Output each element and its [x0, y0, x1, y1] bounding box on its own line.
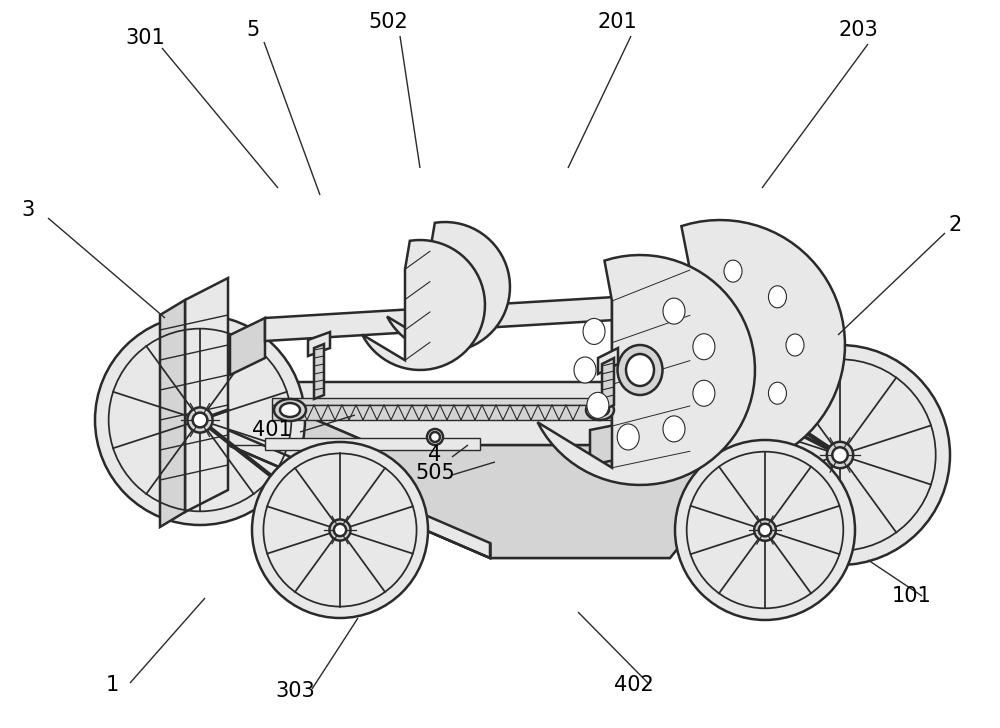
Ellipse shape — [427, 429, 443, 445]
Ellipse shape — [587, 392, 609, 419]
Text: 1: 1 — [105, 675, 119, 695]
Text: 2: 2 — [948, 215, 962, 235]
Ellipse shape — [641, 360, 659, 381]
Ellipse shape — [591, 404, 609, 416]
Polygon shape — [160, 300, 185, 527]
Ellipse shape — [675, 440, 855, 620]
Polygon shape — [228, 430, 490, 558]
Text: 301: 301 — [125, 28, 165, 48]
Text: 303: 303 — [275, 681, 315, 701]
Polygon shape — [612, 270, 690, 468]
Polygon shape — [598, 348, 618, 374]
Polygon shape — [230, 318, 265, 375]
Polygon shape — [265, 438, 480, 450]
Polygon shape — [228, 445, 762, 558]
Polygon shape — [538, 255, 755, 485]
Text: 101: 101 — [892, 586, 932, 606]
Ellipse shape — [663, 416, 685, 442]
Ellipse shape — [252, 442, 428, 618]
Polygon shape — [602, 358, 614, 411]
Polygon shape — [670, 382, 762, 545]
Polygon shape — [490, 495, 670, 545]
Ellipse shape — [768, 382, 786, 404]
Polygon shape — [228, 382, 490, 545]
Ellipse shape — [827, 442, 853, 468]
Ellipse shape — [430, 432, 440, 442]
Polygon shape — [265, 295, 648, 341]
Ellipse shape — [583, 318, 605, 344]
Ellipse shape — [724, 260, 742, 282]
Ellipse shape — [626, 354, 654, 386]
Ellipse shape — [832, 447, 848, 463]
Polygon shape — [362, 240, 485, 370]
Polygon shape — [308, 332, 330, 356]
Ellipse shape — [329, 520, 351, 541]
Ellipse shape — [334, 524, 346, 536]
Text: 203: 203 — [838, 20, 878, 40]
Polygon shape — [609, 220, 845, 470]
Ellipse shape — [95, 315, 305, 525]
Ellipse shape — [730, 345, 950, 565]
Polygon shape — [314, 344, 324, 399]
Ellipse shape — [754, 519, 776, 541]
Polygon shape — [272, 405, 632, 420]
Ellipse shape — [663, 298, 685, 324]
Text: 502: 502 — [368, 12, 408, 32]
Text: 4: 4 — [428, 445, 442, 465]
Ellipse shape — [274, 399, 306, 421]
Text: 505: 505 — [415, 463, 455, 483]
Text: 5: 5 — [246, 20, 260, 40]
Ellipse shape — [187, 408, 213, 432]
Ellipse shape — [768, 286, 786, 308]
Ellipse shape — [280, 403, 300, 417]
Polygon shape — [272, 398, 632, 405]
Ellipse shape — [586, 400, 614, 420]
Text: 3: 3 — [21, 200, 35, 220]
Ellipse shape — [759, 523, 771, 537]
Ellipse shape — [724, 408, 742, 430]
Ellipse shape — [618, 345, 662, 395]
Text: 402: 402 — [614, 675, 654, 695]
Ellipse shape — [693, 380, 715, 406]
Polygon shape — [228, 382, 762, 495]
Ellipse shape — [574, 357, 596, 383]
Ellipse shape — [786, 334, 804, 356]
Ellipse shape — [674, 399, 692, 421]
Ellipse shape — [193, 413, 207, 427]
Polygon shape — [387, 222, 510, 352]
Text: 201: 201 — [597, 12, 637, 32]
Text: 401: 401 — [252, 420, 292, 440]
Polygon shape — [185, 278, 228, 512]
Ellipse shape — [617, 424, 639, 450]
Polygon shape — [590, 420, 640, 465]
Ellipse shape — [693, 333, 715, 360]
